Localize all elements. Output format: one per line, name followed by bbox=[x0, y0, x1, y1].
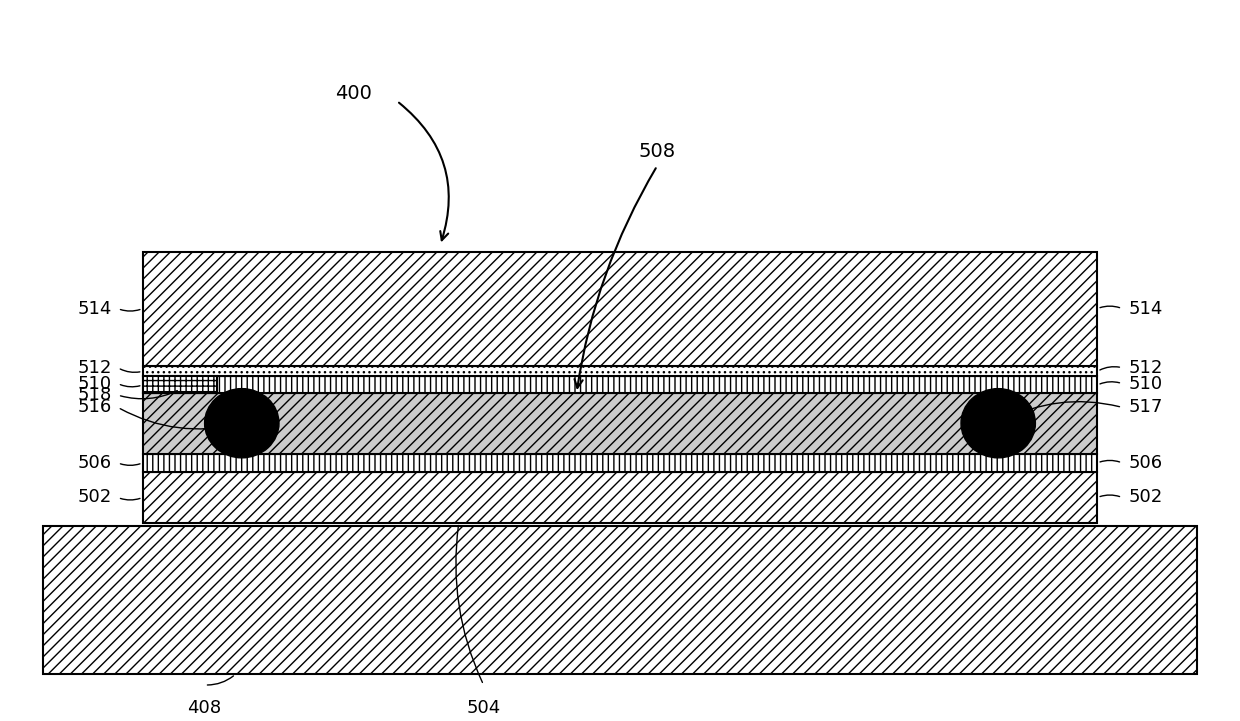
Text: 516: 516 bbox=[77, 399, 112, 416]
Text: 512: 512 bbox=[1128, 359, 1163, 376]
Text: 514: 514 bbox=[1128, 300, 1163, 317]
Text: 510: 510 bbox=[1128, 375, 1163, 392]
Ellipse shape bbox=[961, 389, 1035, 458]
Bar bbox=[143, 366, 1097, 376]
Text: 502: 502 bbox=[77, 489, 112, 506]
Text: 518: 518 bbox=[77, 386, 112, 404]
Text: 512: 512 bbox=[77, 359, 112, 376]
Bar bbox=[143, 252, 1097, 366]
Bar bbox=[143, 393, 1097, 454]
Text: 510: 510 bbox=[77, 375, 112, 392]
Bar bbox=[143, 472, 1097, 523]
Text: 508: 508 bbox=[639, 142, 676, 161]
Text: 504: 504 bbox=[466, 699, 501, 717]
Text: 506: 506 bbox=[1128, 454, 1163, 472]
Text: 506: 506 bbox=[77, 454, 112, 472]
Text: 400: 400 bbox=[335, 84, 372, 103]
Text: 408: 408 bbox=[187, 699, 222, 717]
Text: 502: 502 bbox=[1128, 489, 1163, 506]
Text: 517: 517 bbox=[1128, 399, 1163, 416]
Text: 514: 514 bbox=[77, 300, 112, 317]
Bar bbox=[143, 376, 1097, 393]
Ellipse shape bbox=[205, 389, 279, 458]
Bar bbox=[43, 526, 1197, 674]
Bar bbox=[143, 454, 1097, 472]
Bar bbox=[143, 376, 217, 393]
